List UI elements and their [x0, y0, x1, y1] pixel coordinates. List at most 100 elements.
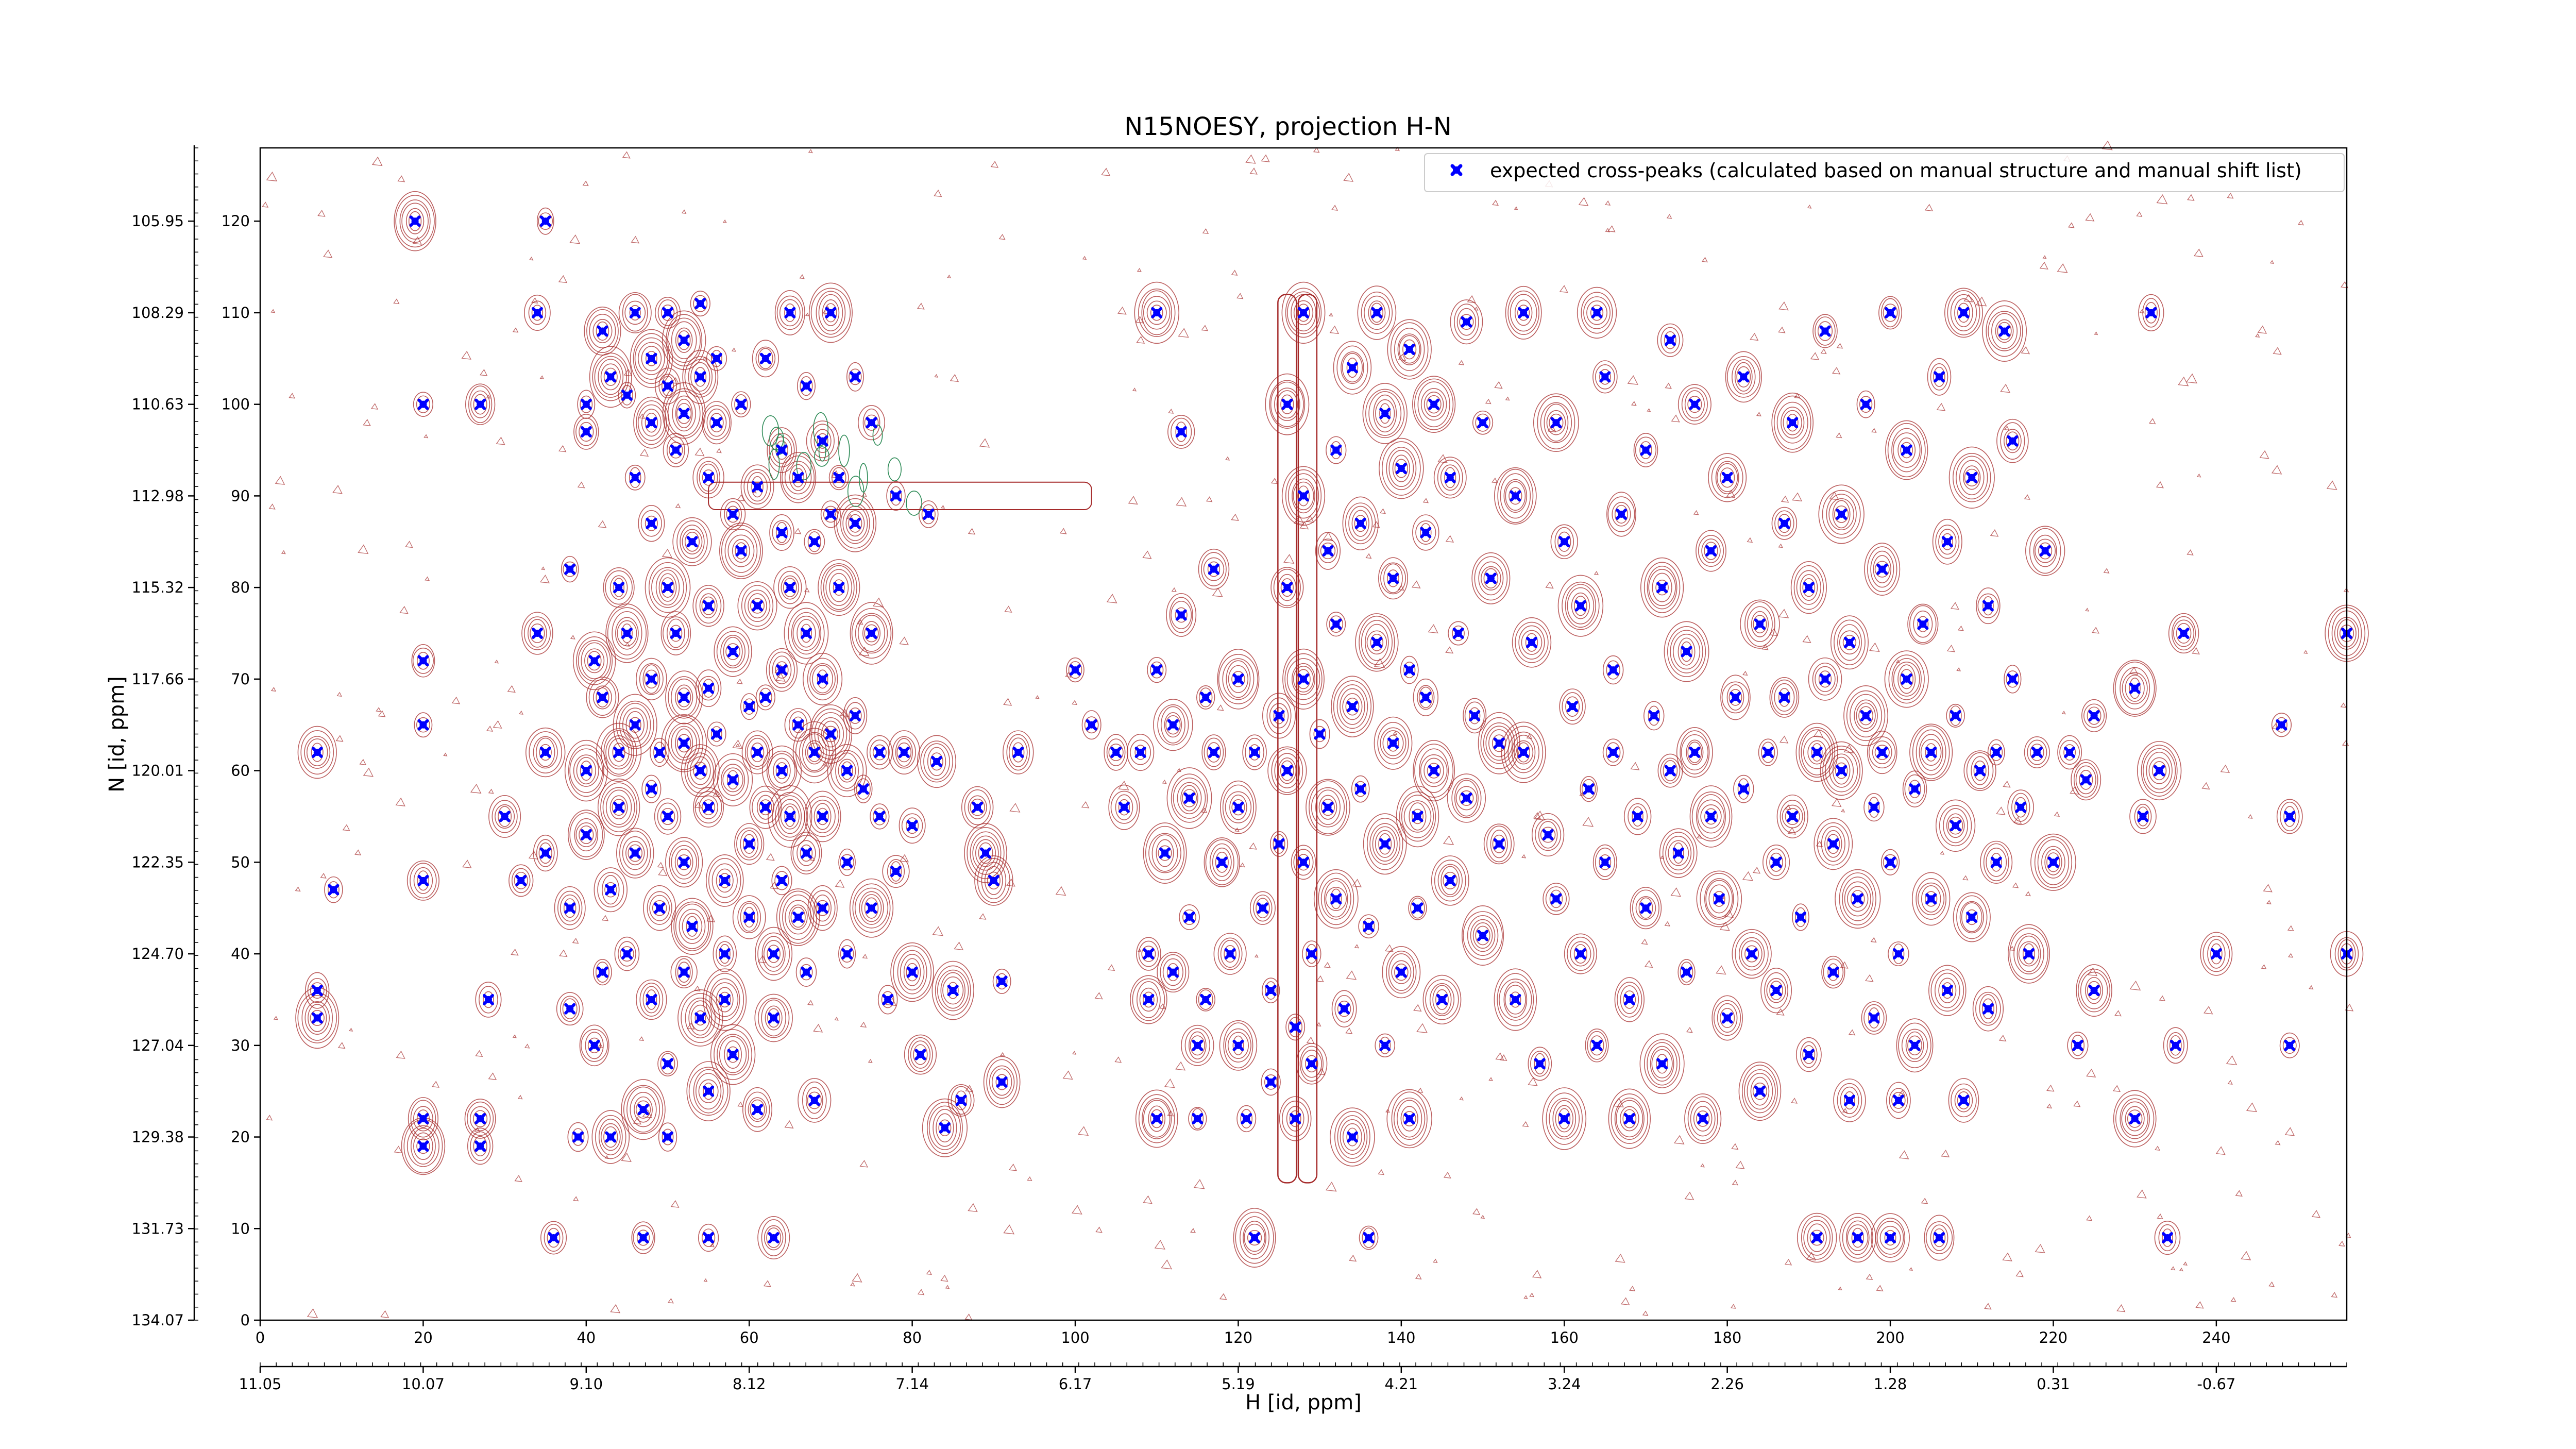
- contour-ring: [1662, 832, 1694, 874]
- contour-ring: [840, 502, 870, 544]
- contour-ring: [1287, 473, 1319, 519]
- contour-cluster: [536, 207, 554, 235]
- contour-ring: [1573, 944, 1588, 964]
- cross-peak-point: [654, 902, 666, 914]
- contour-ring: [1311, 787, 1345, 828]
- noise-contour: [2102, 140, 2113, 150]
- contour-ring: [1844, 881, 1871, 917]
- noise-contour: [868, 1058, 873, 1063]
- contour-ring: [838, 848, 856, 876]
- contour-ring: [1132, 978, 1165, 1021]
- contour-ring: [1169, 597, 1193, 633]
- contour-ring: [1366, 630, 1387, 655]
- contour-ring: [814, 894, 832, 922]
- contour-ring: [705, 973, 744, 1026]
- contour-ring: [620, 946, 634, 962]
- contour-cluster: [1198, 548, 1230, 590]
- contour-ring: [1933, 1228, 1946, 1248]
- contour-ring: [1879, 1225, 1901, 1250]
- contour-cluster: [1450, 299, 1483, 345]
- contour-cluster: [804, 529, 825, 554]
- contour-ring: [602, 787, 635, 828]
- contour-ring: [1337, 1000, 1351, 1017]
- contour-ring: [690, 1004, 710, 1032]
- contour-ring: [1751, 611, 1769, 637]
- contour-ring: [1700, 873, 1739, 925]
- cross-peak-dot: [721, 877, 728, 884]
- cross-peak-dot: [607, 373, 615, 381]
- contour-cluster: [671, 898, 714, 955]
- contour-ring: [1474, 556, 1508, 601]
- cross-peak-point: [597, 692, 608, 703]
- contour-ring: [1687, 396, 1702, 413]
- contour-ring: [1847, 886, 1869, 912]
- contour-ring: [1177, 782, 1202, 815]
- contour-ring: [1559, 688, 1586, 725]
- contour-ring: [1567, 936, 1595, 971]
- noise-contour: [2086, 1068, 2096, 1077]
- cross-peak-dot: [1430, 767, 1438, 774]
- noise-contour: [363, 419, 371, 426]
- cross-peak-dot: [1300, 858, 1307, 866]
- contour-ring: [1530, 1051, 1550, 1077]
- noise-contour: [839, 709, 849, 717]
- contour-ring: [724, 529, 758, 573]
- contour-ring: [1198, 989, 1213, 1010]
- noise-contour: [2039, 261, 2048, 270]
- noise-contour: [1848, 1029, 1856, 1036]
- cross-peak-point: [1346, 1131, 1358, 1143]
- contour-ring: [1279, 1096, 1312, 1141]
- noise-contour: [775, 672, 786, 682]
- contour-ring: [1512, 617, 1552, 668]
- cross-peak-point: [1461, 316, 1472, 328]
- contour-ring: [579, 825, 594, 844]
- contour-ring: [1954, 298, 1973, 327]
- noise-contour: [1171, 587, 1177, 592]
- contour-ring: [1874, 745, 1890, 760]
- noise-contour: [1499, 1054, 1507, 1062]
- contour-cluster: [1157, 952, 1190, 993]
- contour-ring: [660, 807, 675, 825]
- contour-ring: [1550, 524, 1578, 560]
- cross-peak-point: [1151, 307, 1163, 318]
- contour-ring: [1481, 566, 1501, 591]
- cross-peak-dot: [933, 757, 941, 765]
- noise-contour: [1802, 635, 1811, 643]
- cross-peak-dot: [1275, 712, 1283, 719]
- cross-peak-dot: [778, 529, 786, 536]
- contour-ring: [1771, 507, 1798, 540]
- cross-peak-point: [1469, 710, 1481, 721]
- contour-ring: [825, 569, 853, 606]
- contour-ring: [1463, 698, 1487, 734]
- contour-ring: [1891, 658, 1922, 700]
- contour-ring: [711, 982, 739, 1017]
- contour-ring: [1355, 613, 1399, 672]
- contour-ring: [1939, 805, 1972, 847]
- contour-cluster: [690, 291, 710, 317]
- contour-ring: [1681, 734, 1709, 771]
- cross-peak-dot: [925, 510, 933, 518]
- contour-cluster: [1797, 1212, 1837, 1263]
- contour-ring: [676, 854, 691, 870]
- noise-contour: [639, 448, 649, 457]
- noise-contour: [1428, 624, 1438, 634]
- noise-contour: [2035, 1243, 2045, 1253]
- contour-ring: [1180, 785, 1198, 812]
- cross-peak-dot: [697, 767, 704, 774]
- cross-peak-dot: [631, 849, 639, 857]
- contour-ring: [1512, 734, 1536, 770]
- contour-ring: [721, 764, 745, 796]
- contour-cluster: [1108, 784, 1140, 830]
- noise-contour: [1107, 964, 1115, 971]
- contour-ring: [703, 968, 747, 1031]
- contour-ring: [735, 542, 748, 560]
- contour-ring: [851, 608, 892, 659]
- cross-peak-dot: [2025, 950, 2033, 958]
- contour-ring: [630, 329, 673, 388]
- contour-cluster: [882, 855, 910, 888]
- contour-cluster: [1291, 845, 1316, 880]
- noise-contour: [1317, 1068, 1326, 1075]
- contour-ring: [1486, 825, 1512, 863]
- contour-ring: [1650, 1046, 1674, 1082]
- cross-peak-point: [955, 1094, 967, 1106]
